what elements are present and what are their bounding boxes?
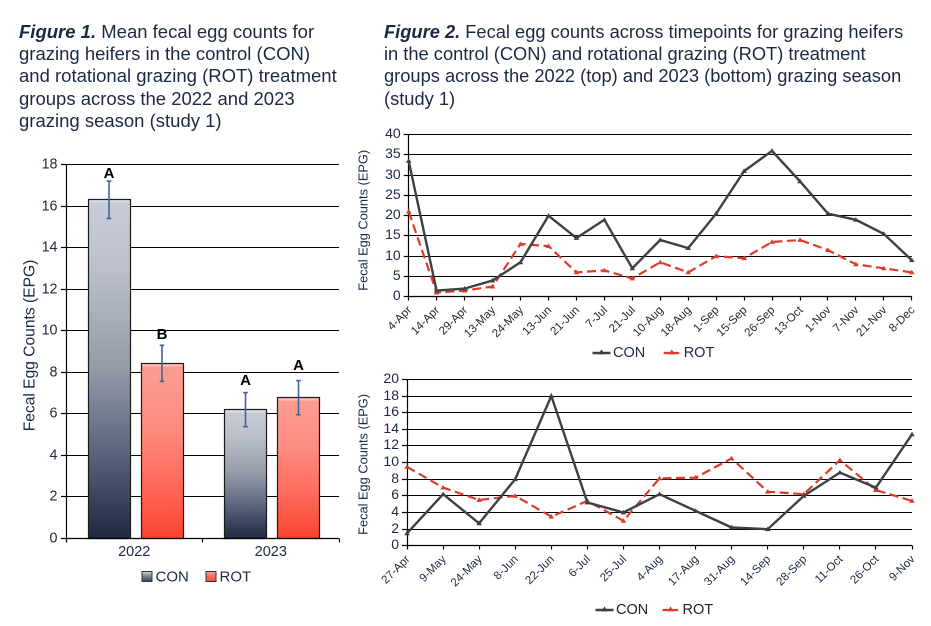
- svg-text:31-Aug: 31-Aug: [702, 553, 738, 589]
- svg-text:A: A: [104, 165, 115, 182]
- svg-text:2023: 2023: [255, 544, 287, 560]
- svg-text:25-Jul: 25-Jul: [597, 553, 629, 585]
- svg-text:0: 0: [393, 287, 401, 303]
- svg-text:6-Jul: 6-Jul: [566, 553, 593, 580]
- svg-text:21-Nov: 21-Nov: [854, 303, 890, 339]
- svg-text:14-Apr: 14-Apr: [408, 304, 442, 338]
- svg-text:ROT: ROT: [684, 345, 715, 361]
- svg-text:Fecal Egg Counts (EPG): Fecal Egg Counts (EPG): [355, 150, 370, 291]
- svg-text:16: 16: [383, 403, 399, 419]
- svg-text:CON: CON: [156, 568, 189, 585]
- svg-text:10: 10: [42, 322, 58, 338]
- svg-text:4-Aug: 4-Aug: [634, 553, 665, 584]
- svg-text:24-May: 24-May: [490, 303, 527, 340]
- svg-text:Fecal Egg Counts (EPG): Fecal Egg Counts (EPG): [355, 394, 370, 535]
- svg-text:2: 2: [391, 520, 399, 536]
- svg-text:21-Jun: 21-Jun: [548, 304, 582, 338]
- svg-text:CON: CON: [613, 345, 645, 361]
- svg-text:ROT: ROT: [683, 602, 714, 618]
- svg-text:17-Aug: 17-Aug: [666, 553, 702, 589]
- svg-text:8: 8: [391, 470, 399, 486]
- svg-text:35: 35: [385, 145, 401, 161]
- svg-text:2022: 2022: [118, 544, 150, 560]
- svg-text:B: B: [157, 326, 168, 343]
- svg-text:9-May: 9-May: [417, 553, 449, 585]
- svg-text:18: 18: [42, 156, 58, 172]
- svg-text:0: 0: [391, 536, 399, 552]
- svg-text:CON: CON: [616, 602, 648, 618]
- svg-text:9-Nov: 9-Nov: [887, 553, 918, 584]
- svg-text:40: 40: [385, 125, 401, 141]
- svg-text:Fecal Egg Counts (EPG): Fecal Egg Counts (EPG): [22, 260, 39, 432]
- svg-text:25: 25: [385, 186, 401, 202]
- svg-text:12: 12: [42, 281, 58, 297]
- svg-text:20: 20: [383, 370, 399, 386]
- svg-text:8-Jun: 8-Jun: [491, 553, 521, 583]
- svg-text:26-Sep: 26-Sep: [742, 304, 778, 340]
- svg-text:14: 14: [383, 420, 399, 436]
- svg-text:ROT: ROT: [220, 568, 252, 585]
- svg-text:28-Sep: 28-Sep: [774, 553, 810, 589]
- svg-text:20: 20: [385, 206, 401, 222]
- svg-text:14: 14: [42, 239, 58, 255]
- svg-text:26-Oct: 26-Oct: [848, 552, 882, 586]
- svg-text:4: 4: [391, 503, 399, 519]
- svg-text:4: 4: [50, 447, 58, 463]
- svg-text:13-Jun: 13-Jun: [520, 304, 554, 338]
- svg-text:27-Apr: 27-Apr: [379, 553, 413, 587]
- svg-text:10: 10: [383, 453, 399, 469]
- svg-text:30: 30: [385, 166, 401, 182]
- svg-text:11-Oct: 11-Oct: [812, 552, 846, 586]
- svg-text:15-Sep: 15-Sep: [714, 304, 750, 340]
- svg-text:2: 2: [50, 488, 58, 504]
- svg-text:12: 12: [383, 436, 399, 452]
- svg-text:A: A: [240, 372, 251, 389]
- svg-text:0: 0: [50, 530, 58, 546]
- svg-text:6: 6: [391, 486, 399, 502]
- svg-text:14-Sep: 14-Sep: [738, 553, 774, 589]
- svg-text:10-Aug: 10-Aug: [630, 304, 666, 340]
- svg-text:16: 16: [42, 198, 58, 214]
- svg-text:22-Jun: 22-Jun: [523, 553, 557, 587]
- svg-text:18-Aug: 18-Aug: [658, 304, 694, 340]
- svg-text:15: 15: [385, 226, 401, 242]
- svg-text:6: 6: [50, 405, 58, 421]
- svg-text:24-May: 24-May: [448, 553, 485, 590]
- svg-text:10: 10: [385, 247, 401, 263]
- svg-text:1-Nov: 1-Nov: [803, 303, 834, 334]
- svg-text:A: A: [293, 357, 304, 374]
- svg-text:13-Oct: 13-Oct: [772, 303, 806, 337]
- svg-text:8: 8: [50, 364, 58, 380]
- svg-text:5: 5: [393, 267, 401, 283]
- svg-text:18: 18: [383, 387, 399, 403]
- svg-text:8-Dec: 8-Dec: [886, 303, 917, 334]
